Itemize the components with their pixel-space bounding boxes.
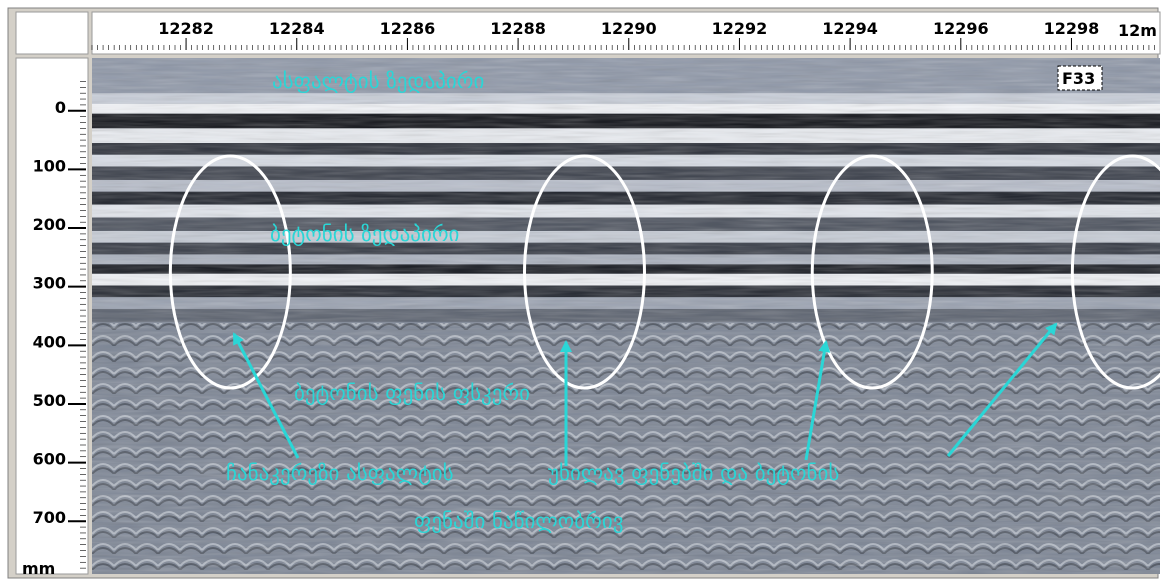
annotation-inclusions-line2: ფენაში ნაწილობრივ (414, 509, 624, 533)
y-tick-label: 0 (55, 98, 66, 117)
arrow-1 (232, 332, 300, 459)
anomaly-ellipse (522, 154, 646, 390)
arrow-4 (946, 322, 1058, 457)
marker-label: F33 (1062, 69, 1095, 88)
x-tick-label: 12294 (822, 19, 878, 38)
y-tick-label: 100 (33, 156, 66, 175)
x-tick-label: 12298 (1044, 19, 1100, 38)
arrow-3 (804, 340, 831, 461)
x-tick-label: 12282 (158, 19, 214, 38)
y-tick-label: 700 (33, 508, 66, 527)
scan-noise (92, 58, 1160, 574)
anomaly-ellipse (168, 154, 292, 390)
annotation-asphalt-surface: ასფალტის ზედაპირი (272, 69, 484, 93)
x-tick-label: 12296 (933, 19, 989, 38)
x-axis-tick-labels: 12282 12284 12286 12288 12290 12292 12294 12296… (158, 19, 1099, 50)
y-tick-label: 300 (33, 274, 66, 293)
y-tick-label: 600 (33, 450, 66, 469)
x-axis-unit-label: 12m (1118, 21, 1157, 40)
y-axis-tick-labels: 0 100 200 300 400 500 600 700 (33, 81, 86, 569)
annotation-arrows (232, 322, 1058, 466)
anomaly-ellipse (1070, 154, 1163, 390)
radargram-plot (92, 58, 1160, 574)
y-axis-ruler: 0 100 200 300 400 500 600 700 mm (15, 57, 89, 578)
anomaly-ellipses (168, 154, 1163, 390)
y-tick-label: 400 (33, 332, 66, 351)
annotation-inclusions-line1: ჩანაკერეზი ასფალტის (226, 461, 454, 485)
x-tick-label: 12286 (380, 19, 436, 38)
y-tick-label: 200 (33, 215, 66, 234)
x-tick-label: 12290 (601, 19, 657, 38)
x-tick-label: 12284 (269, 19, 325, 38)
x-axis-ruler: 12282 12284 12286 12288 12290 12292 12294 12296… (91, 11, 1161, 55)
y-axis-unit-label: mm (22, 559, 55, 578)
x-axis-minor-ticks (91, 45, 1155, 50)
annotation-concrete-surface: ბეტონის ზედაპირი (270, 222, 459, 246)
anomaly-ellipse (810, 154, 934, 390)
y-tick-label: 500 (33, 391, 66, 410)
corner-cell (15, 11, 89, 55)
x-tick-label: 12288 (490, 19, 546, 38)
marker-box (1057, 65, 1103, 91)
annotation-inclusions-line1b: უხილავ ფენებში და ბეტონის (548, 461, 839, 485)
annotation-concrete-bottom: ბეტონის ფენის ფსკერი (294, 381, 530, 405)
x-tick-label: 12292 (712, 19, 768, 38)
